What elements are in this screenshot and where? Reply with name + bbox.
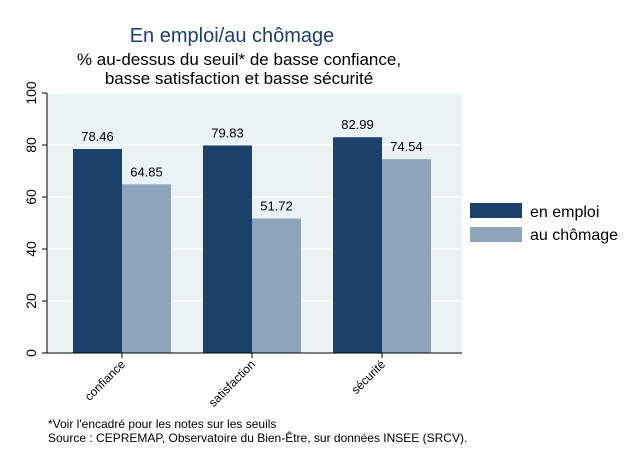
value-label-en-emploi-1: 79.83 — [211, 125, 244, 140]
value-label-en-emploi-2: 82.99 — [341, 117, 374, 132]
value-labels: 78.46 64.85 79.83 51.72 82.99 74.54 — [81, 117, 423, 213]
chart-subtitle-line-1: % au-dessus du seuil* de basse confiance… — [77, 50, 401, 69]
bar-en-emploi-0 — [73, 149, 122, 353]
chart-title: En emploi/au chômage — [130, 25, 335, 47]
y-tick-label-60: 60 — [23, 189, 39, 205]
value-label-au-chomage-1: 51.72 — [260, 199, 293, 214]
bar-en-emploi-2 — [333, 137, 382, 353]
y-ticks: 0 20 40 60 80 100 — [23, 81, 47, 357]
value-label-au-chomage-0: 64.85 — [130, 164, 163, 179]
axes — [46, 93, 462, 354]
bars — [73, 137, 431, 353]
legend-swatch-au-chomage — [470, 227, 522, 242]
footnote: *Voir l'encadré pour les notes sur les s… — [48, 417, 276, 431]
bar-au-chomage-1 — [252, 218, 301, 353]
y-tick-label-20: 20 — [23, 293, 39, 309]
value-label-au-chomage-2: 74.54 — [390, 139, 423, 154]
source-note: Source : CEPREMAP, Observatoire du Bien-… — [48, 430, 467, 445]
legend-label-en-emploi: en emploi — [530, 204, 599, 221]
y-tick-label-100: 100 — [23, 81, 39, 105]
value-label-en-emploi-0: 78.46 — [81, 129, 114, 144]
y-tick-label-0: 0 — [23, 349, 39, 357]
bar-au-chomage-2 — [382, 159, 431, 353]
legend-label-au-chomage: au chômage — [530, 227, 618, 244]
chart-subtitle-line-2: basse satisfaction et basse sécurité — [105, 69, 373, 88]
y-tick-label-40: 40 — [23, 241, 39, 257]
legend-swatch-en-emploi — [470, 203, 522, 218]
legend: en emploi au chômage — [470, 203, 618, 244]
bar-au-chomage-0 — [122, 184, 171, 353]
bar-en-emploi-1 — [203, 145, 252, 353]
y-tick-label-80: 80 — [23, 137, 39, 153]
